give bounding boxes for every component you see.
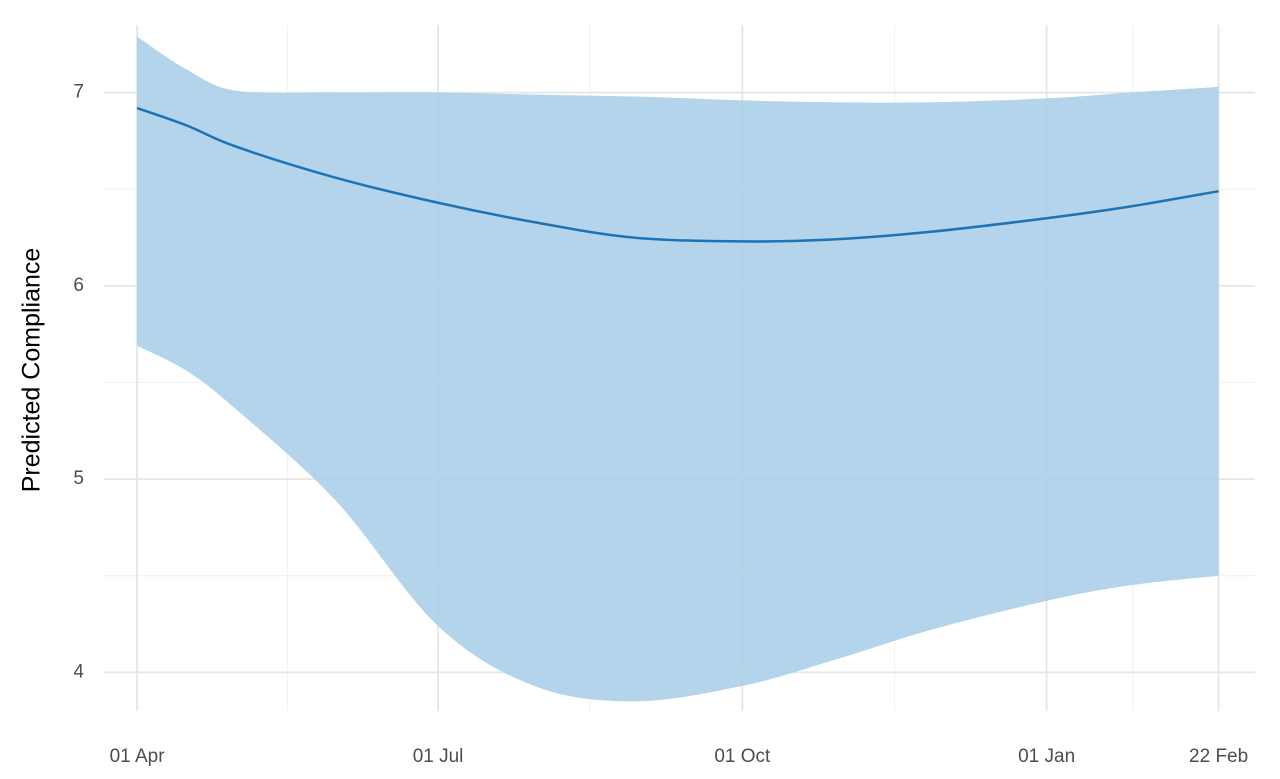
y-tick-label: 5 xyxy=(73,468,84,489)
confidence-band xyxy=(137,36,1219,702)
x-tick-label: 01 Apr xyxy=(110,746,166,767)
x-tick-label: 01 Jan xyxy=(1018,746,1075,767)
line xyxy=(136,106,1219,243)
y-tick-label: 6 xyxy=(73,275,84,296)
x-tick-label: 22 Feb xyxy=(1189,746,1248,767)
y-tick-label: 7 xyxy=(73,82,84,103)
y-tick-label: 4 xyxy=(73,661,84,682)
x-tick-label: 01 Jul xyxy=(413,746,464,767)
y-axis-title: Predicted Compliance xyxy=(18,248,46,493)
x-tick-label: 01 Oct xyxy=(714,746,771,767)
